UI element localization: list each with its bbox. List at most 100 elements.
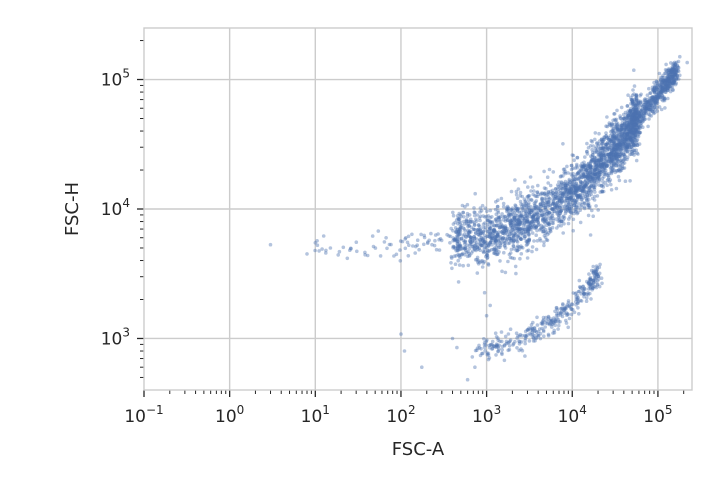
- data-point: [516, 220, 521, 225]
- data-point: [621, 142, 626, 146]
- data-point: [494, 218, 499, 223]
- data-point: [581, 165, 586, 169]
- data-point: [629, 131, 634, 136]
- data-point: [572, 190, 577, 195]
- data-point: [582, 294, 586, 299]
- data-point: [582, 174, 587, 179]
- data-point: [457, 247, 462, 252]
- data-point: [484, 313, 489, 318]
- data-point: [618, 124, 622, 128]
- data-point: [630, 140, 635, 145]
- data-point: [465, 221, 469, 226]
- data-point: [516, 234, 520, 238]
- data-point: [488, 235, 492, 240]
- data-point: [647, 99, 651, 104]
- data-point: [630, 130, 635, 134]
- data-point: [634, 107, 638, 111]
- data-point: [614, 151, 619, 156]
- x-tick-label: 103: [472, 403, 501, 427]
- data-point: [341, 245, 346, 250]
- data-point: [566, 196, 571, 201]
- data-point: [512, 238, 516, 243]
- data-point: [566, 201, 571, 205]
- data-point: [605, 142, 610, 146]
- data-point: [655, 99, 659, 104]
- data-point: [666, 79, 671, 84]
- data-point: [606, 173, 611, 178]
- data-point: [469, 219, 474, 224]
- data-point: [569, 167, 574, 172]
- data-point: [564, 306, 568, 311]
- data-point: [528, 227, 532, 231]
- data-point: [617, 141, 622, 146]
- data-point: [554, 190, 558, 195]
- data-point: [451, 245, 455, 250]
- data-point: [457, 220, 461, 224]
- data-point: [628, 117, 633, 122]
- data-point: [520, 214, 525, 219]
- data-point: [637, 111, 642, 115]
- data-point: [505, 209, 509, 213]
- data-point: [348, 246, 353, 251]
- data-point: [513, 218, 518, 223]
- data-point: [668, 68, 673, 73]
- data-point: [634, 106, 638, 110]
- data-point: [631, 123, 636, 127]
- data-point: [498, 236, 502, 240]
- data-point: [605, 178, 610, 183]
- data-point: [604, 172, 608, 176]
- data-point: [639, 92, 643, 97]
- data-point: [433, 238, 437, 243]
- data-point: [561, 196, 565, 200]
- data-point: [541, 216, 546, 221]
- data-point: [590, 287, 594, 292]
- data-point: [452, 254, 457, 258]
- data-point: [514, 224, 518, 229]
- data-point: [526, 224, 530, 229]
- data-point: [500, 351, 504, 355]
- data-point: [568, 305, 573, 309]
- data-point: [527, 210, 531, 215]
- data-point: [608, 166, 613, 170]
- data-point: [622, 123, 626, 128]
- data-point: [652, 86, 657, 91]
- data-point: [617, 133, 621, 138]
- data-point: [629, 132, 634, 136]
- data-point: [599, 164, 603, 169]
- data-point: [518, 227, 522, 232]
- data-point: [633, 103, 638, 108]
- data-point: [642, 113, 647, 118]
- data-point: [538, 202, 543, 206]
- data-point: [636, 99, 641, 103]
- data-point: [478, 238, 482, 242]
- data-point: [512, 223, 516, 228]
- data-point: [519, 231, 523, 236]
- data-point: [496, 198, 500, 202]
- data-point: [531, 216, 535, 220]
- data-point: [631, 116, 636, 120]
- data-point: [466, 228, 470, 232]
- data-point: [538, 238, 543, 243]
- data-point: [634, 129, 638, 133]
- data-point: [522, 214, 526, 219]
- data-point: [629, 121, 634, 126]
- data-point: [616, 141, 620, 146]
- data-point: [560, 192, 564, 196]
- data-point: [510, 218, 515, 222]
- data-point: [501, 226, 506, 231]
- data-point: [525, 219, 529, 223]
- data-point: [618, 167, 623, 172]
- data-point: [561, 218, 566, 222]
- data-point: [492, 224, 497, 228]
- data-point: [637, 120, 642, 124]
- data-point: [628, 110, 632, 114]
- data-point: [490, 220, 495, 224]
- data-point: [551, 216, 556, 221]
- data-point: [643, 106, 647, 110]
- data-point: [548, 218, 553, 223]
- data-point: [466, 233, 470, 238]
- data-point: [565, 206, 570, 210]
- data-point: [489, 238, 494, 243]
- data-point: [634, 112, 638, 116]
- data-point: [494, 239, 498, 244]
